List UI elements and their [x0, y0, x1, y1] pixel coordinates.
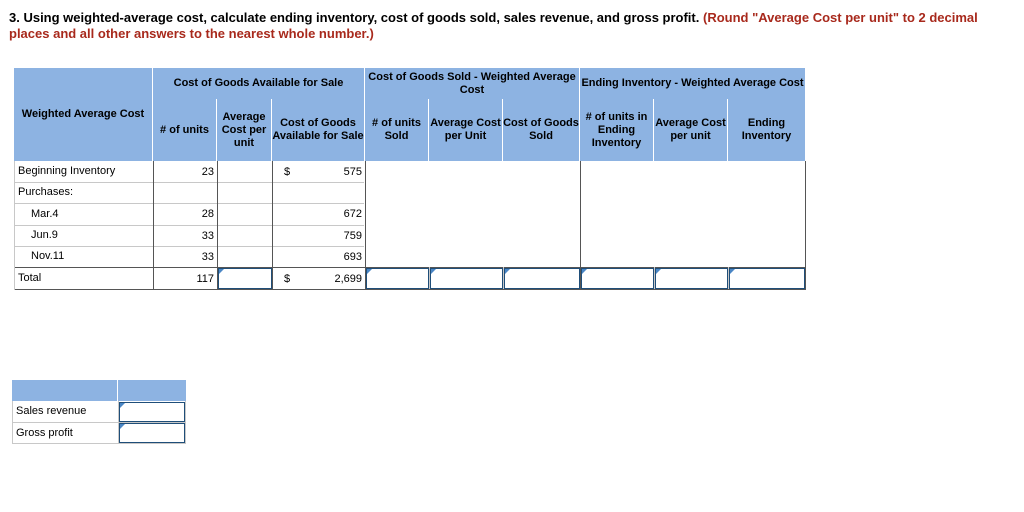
row-label-jun9: Jun.9: [31, 229, 58, 241]
gross-profit-label: Gross profit: [16, 426, 73, 439]
col-units-sold-label: # of units Sold: [372, 117, 421, 142]
question-text: 3. Using weighted-average cost, calculat…: [9, 10, 1009, 42]
currency-symbol: $: [284, 165, 291, 178]
units-total: 117: [196, 272, 214, 285]
col-header-ending-inventory: Ending Inventory: [728, 99, 805, 161]
units-jun9: 33: [201, 229, 214, 242]
row-label-purchases: Purchases:: [18, 186, 74, 198]
col-cogs-label: Cost of Goods Sold: [503, 117, 579, 142]
units-beginning-inventory: 23: [201, 165, 214, 178]
col-cogas-label: Cost of Goods Available for Sale: [272, 117, 364, 142]
col-avg-cost-ending-label: Average Cost per unit: [655, 117, 726, 142]
group-header-ending: Ending Inventory - Weighted Average Cost: [580, 68, 805, 99]
group-available-label: Cost of Goods Available for Sale: [173, 77, 344, 89]
sales-revenue-label: Sales revenue: [16, 405, 87, 417]
col-header-avg-cost-sold: Average Cost per Unit: [429, 99, 503, 161]
row-label-total: Total: [18, 272, 42, 284]
col-header-units-sold: # of units Sold: [365, 99, 429, 161]
cogs-input[interactable]: [504, 268, 580, 289]
cost-total: 2,699: [334, 272, 362, 285]
col-units-label: # of units: [160, 123, 209, 136]
group-ending-label: Ending Inventory - Weighted Average Cost: [581, 77, 804, 89]
question-rounding-note: (Round "Average Cost per unit" to 2 deci…: [9, 10, 978, 41]
question-main: 3. Using weighted-average cost, calculat…: [9, 10, 700, 25]
row-label-nov11: Nov.11: [31, 250, 65, 262]
cost-jun9: 759: [343, 229, 362, 242]
group-header-available: Cost of Goods Available for Sale: [153, 68, 365, 99]
units-ending-input[interactable]: [581, 268, 654, 289]
cost-mar4: 672: [343, 208, 362, 220]
ending-inventory-input[interactable]: [729, 268, 805, 289]
total-avg-cost-per-unit-input[interactable]: [218, 268, 272, 289]
col-header-avg-cost-ending: Average Cost per unit: [654, 99, 728, 161]
avg-cost-sold-input[interactable]: [430, 268, 503, 289]
col-header-cogs: Cost of Goods Sold: [503, 99, 580, 161]
cost-nov11: 693: [343, 250, 362, 263]
units-nov11: 33: [201, 250, 214, 263]
col-header-cogas: Cost of Goods Available for Sale: [272, 99, 365, 161]
row-label-beginning-inventory: Beginning Inventory: [18, 165, 116, 177]
col-header-units-ending: # of units in Ending Inventory: [580, 99, 654, 161]
units-mar4: 28: [201, 208, 214, 220]
col-header-avg-cost: Average Cost per unit: [217, 99, 272, 161]
col-units-ending-label: # of units in Ending Inventory: [585, 110, 648, 149]
row-label-mar4: Mar.4: [31, 207, 59, 220]
col-avg-cost-label: Average Cost per unit: [221, 110, 267, 149]
group-header-sold: Cost of Goods Sold - Weighted Average Co…: [365, 68, 580, 99]
avg-cost-ending-input[interactable]: [655, 268, 728, 289]
col-avg-cost-sold-label: Average Cost per Unit: [430, 117, 501, 142]
cost-beginning-inventory: 575: [343, 165, 362, 178]
col-ending-inventory-label: Ending Inventory: [741, 117, 792, 142]
units-sold-input[interactable]: [366, 268, 429, 289]
summary-header-left: [12, 380, 118, 401]
sales-revenue-input[interactable]: [119, 402, 185, 422]
currency-symbol-total: $: [284, 272, 291, 285]
row-header-label: Weighted Average Cost: [21, 108, 145, 120]
row-header: Weighted Average Cost: [14, 68, 153, 161]
summary-header-right: [118, 380, 186, 401]
group-sold-label: Cost of Goods Sold - Weighted Average Co…: [368, 70, 576, 96]
col-header-units: # of units: [153, 99, 217, 161]
gross-profit-input[interactable]: [119, 423, 185, 443]
